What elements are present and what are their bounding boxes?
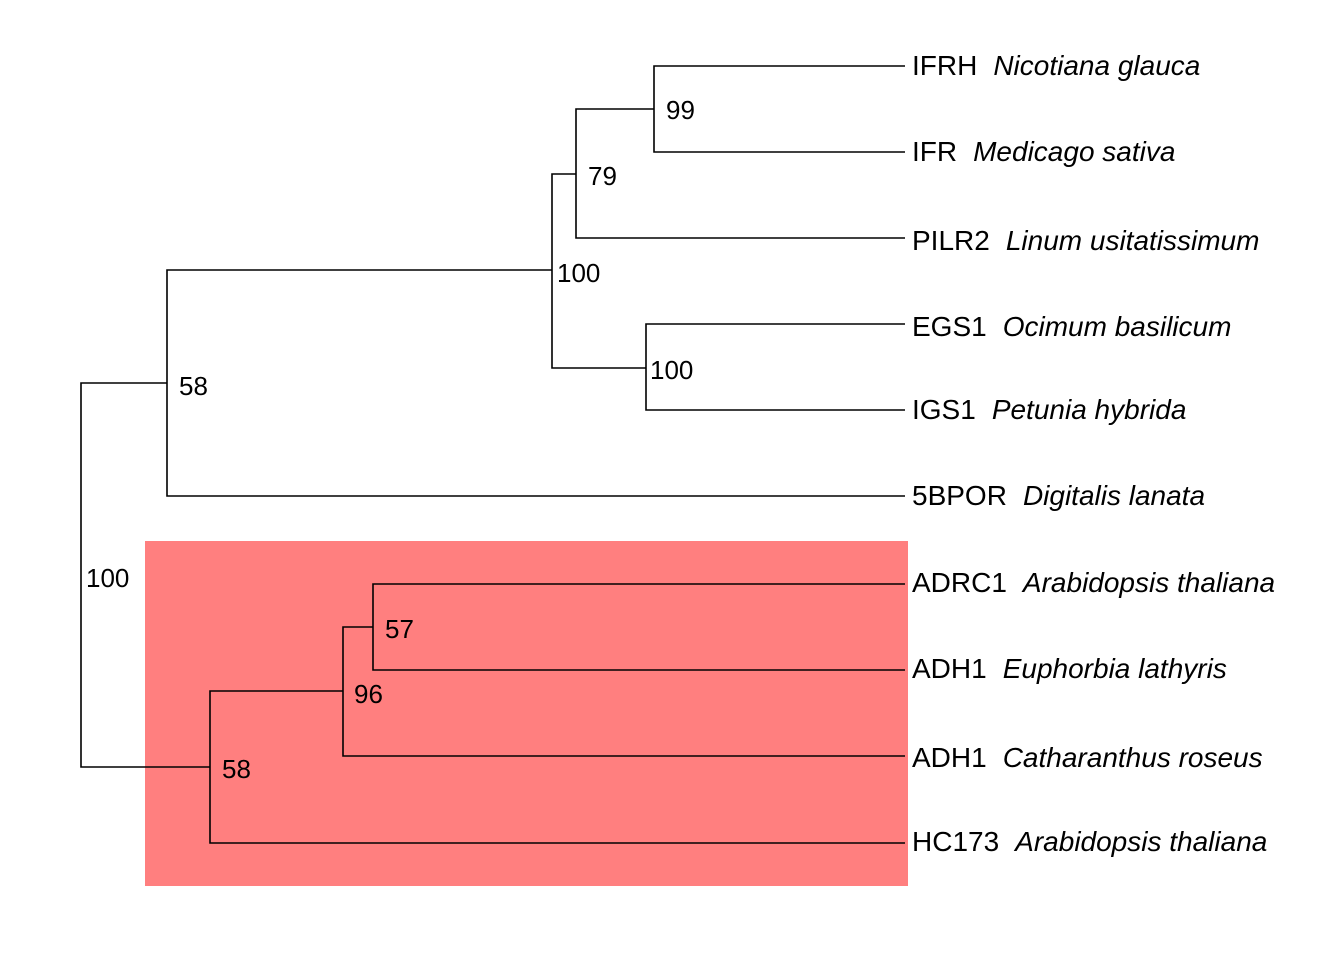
gene-name: HC173 [912,826,999,857]
support-value: 100 [650,355,693,385]
gene-name: EGS1 [912,311,987,342]
leaf-label: IGS1 Petunia hybrida [912,394,1186,425]
support-value: 100 [86,563,129,593]
species-name: Petunia hybrida [992,394,1187,425]
gene-name: IFR [912,136,957,167]
leaf-label: ADRC1 Arabidopsis thaliana [912,567,1275,598]
leaf-label: ADH1 Euphorbia lathyris [912,653,1227,684]
support-values: 99 79 100 100 58 100 57 96 58 [86,95,695,784]
leaf-label: EGS1 Ocimum basilicum [912,311,1231,342]
species-name: Ocimum basilicum [1003,311,1232,342]
gene-name: IGS1 [912,394,976,425]
support-value: 100 [557,258,600,288]
leaf-labels: IFRH Nicotiana glauca IFR Medicago sativa … [912,50,1275,857]
support-value: 96 [354,679,383,709]
leaf-label: 5BPOR Digitalis lanata [912,480,1205,511]
gene-name: ADRC1 [912,567,1007,598]
leaf-label: HC173 Arabidopsis thaliana [912,826,1267,857]
species-name: Euphorbia lathyris [1003,653,1227,684]
support-value: 58 [222,754,251,784]
leaf-label: ADH1 Catharanthus roseus [912,742,1263,773]
highlighted-clade-box [145,541,908,886]
leaf-label: IFR Medicago sativa [912,136,1175,167]
leaf-label: PILR2 Linum usitatissimum [912,225,1259,256]
branch-ifr-group-igs [551,173,646,369]
gene-name: IFRH [912,50,977,81]
branch-5bpor [166,269,905,497]
support-value: 58 [179,371,208,401]
gene-name: 5BPOR [912,480,1007,511]
branch-hc173 [209,690,905,844]
species-name: Linum usitatissimum [1006,225,1260,256]
species-name: Arabidopsis thaliana [1013,826,1267,857]
gene-name: ADH1 [912,653,987,684]
branch-ifr-pilr2 [575,108,905,239]
species-name: Medicago sativa [973,136,1175,167]
branch-root [80,382,210,768]
gene-name: PILR2 [912,225,990,256]
species-name: Catharanthus roseus [1003,742,1263,773]
species-name: Digitalis lanata [1023,480,1205,511]
gene-name: ADH1 [912,742,987,773]
support-value: 79 [588,161,617,191]
tree-branches [80,65,905,844]
leaf-label: IFRH Nicotiana glauca [912,50,1200,81]
support-value: 99 [666,95,695,125]
support-value: 57 [385,614,414,644]
branch-egs1-igs1 [645,323,905,411]
species-name: Nicotiana glauca [993,50,1200,81]
species-name: Arabidopsis thaliana [1021,567,1275,598]
